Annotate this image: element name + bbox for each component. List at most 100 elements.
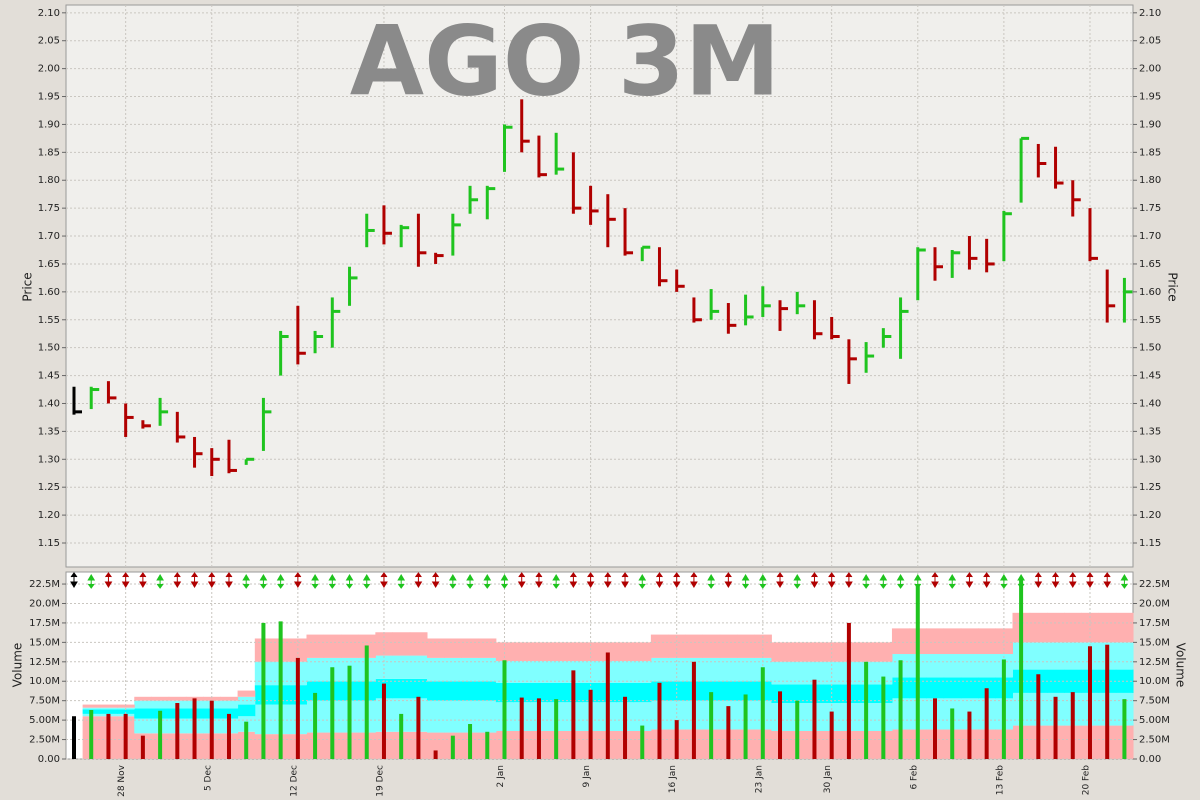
volume-band — [633, 702, 652, 732]
volume-bar — [502, 660, 507, 759]
volume-band — [220, 708, 239, 719]
y-axis-label: Price — [21, 272, 35, 301]
y-tick-label: 1.40 — [38, 398, 60, 409]
volume-bar — [846, 622, 851, 759]
volume-bar — [72, 716, 76, 759]
signal-arrow — [242, 574, 251, 589]
volume-band — [978, 677, 996, 699]
volume-band — [444, 681, 462, 701]
signal-arrow — [173, 572, 182, 588]
y-tick-label: 1.50 — [1139, 343, 1161, 354]
volume-band — [237, 704, 256, 717]
x-tick-label: 19 Dec — [375, 765, 385, 797]
y-axis-label: Volume — [11, 643, 25, 688]
signal-arrow — [70, 572, 78, 588]
volume-band — [1064, 669, 1082, 693]
y-tick-label: 7.50M — [1139, 696, 1170, 707]
signal-arrow — [621, 572, 629, 588]
volume-bar — [881, 676, 886, 759]
volume-bar — [89, 710, 94, 759]
volume-band — [943, 677, 962, 699]
y-tick-label: 1.15 — [38, 538, 60, 549]
volume-band — [151, 696, 170, 701]
volume-band — [960, 677, 979, 699]
volume-band — [1081, 612, 1100, 643]
volume-band — [685, 634, 704, 658]
signal-arrow — [1103, 572, 1112, 588]
volume-bar — [485, 731, 490, 759]
volume-band — [805, 642, 824, 662]
y-tick-label: 1.65 — [1139, 259, 1161, 270]
signal-arrow — [121, 572, 130, 588]
volume-band — [237, 690, 256, 697]
volume-band — [117, 709, 135, 714]
volume-bar — [106, 713, 111, 759]
y-tick-label: 1.45 — [1139, 371, 1161, 382]
volume-band — [478, 657, 497, 682]
y-tick-label: 5.00M — [1139, 715, 1170, 726]
y-tick-label: 2.50M — [29, 735, 60, 746]
volume-bar — [1036, 674, 1041, 759]
signal-arrow — [1086, 572, 1094, 588]
volume-bar — [760, 667, 765, 759]
volume-bar — [691, 661, 696, 759]
signal-arrow — [810, 572, 819, 588]
volume-band — [1029, 642, 1048, 670]
volume-bar — [140, 735, 145, 759]
volume-band — [788, 642, 807, 662]
y-tick-label: 1.60 — [1139, 287, 1161, 298]
volume-band — [444, 700, 462, 733]
signal-arrow — [225, 572, 233, 588]
y-tick-label: 1.80 — [38, 175, 60, 186]
volume-bar — [519, 697, 524, 759]
y-tick-label: 0.00 — [1139, 754, 1161, 765]
volume-bar — [571, 670, 576, 759]
volume-band — [427, 657, 445, 682]
y-tick-label: 1.50 — [38, 343, 60, 354]
volume-band — [530, 661, 549, 683]
volume-band — [495, 642, 514, 662]
volume-bar — [812, 679, 817, 759]
y-axis-label: Price — [1166, 272, 1180, 301]
signal-arrow — [448, 574, 457, 589]
y-tick-label: 2.00 — [1139, 64, 1161, 75]
volume-band — [461, 657, 480, 682]
y-axis-label: Volume — [1174, 643, 1188, 688]
y-tick-label: 2.50M — [1139, 735, 1170, 746]
volume-band — [857, 642, 876, 662]
y-tick-label: 1.25 — [1139, 482, 1161, 493]
volume-bar — [381, 683, 386, 759]
volume-bar — [778, 691, 783, 759]
y-tick-label: 1.20 — [1139, 510, 1161, 521]
y-tick-label: 1.45 — [38, 371, 60, 382]
volume-bar — [657, 682, 662, 759]
volume-band — [427, 681, 445, 701]
volume-band — [926, 677, 945, 699]
y-tick-label: 1.80 — [1139, 175, 1161, 186]
x-tick-label: 23 Jan — [754, 765, 764, 793]
volume-bar — [313, 692, 318, 759]
signal-arrow — [1120, 574, 1129, 589]
y-tick-label: 1.30 — [1139, 454, 1161, 465]
volume-band — [306, 634, 325, 658]
y-tick-label: 1.90 — [38, 119, 60, 130]
volume-bar — [829, 711, 834, 759]
volume-bar — [364, 645, 369, 759]
volume-band — [736, 681, 755, 701]
volume-band — [409, 632, 428, 656]
volume-band — [530, 682, 549, 703]
volume-band — [478, 638, 497, 658]
volume-band — [978, 654, 996, 678]
x-tick-label: 5 Dec — [203, 765, 213, 791]
volume-bar — [967, 711, 972, 759]
volume-bar — [623, 696, 628, 759]
x-tick-label: 20 Feb — [1081, 765, 1091, 796]
volume-band — [375, 655, 394, 679]
signal-arrow — [948, 574, 957, 589]
volume-bar — [158, 710, 163, 759]
signal-arrow — [931, 572, 939, 588]
y-tick-label: 0.00 — [38, 754, 60, 765]
volume-band — [943, 654, 962, 678]
x-tick-label: 6 Feb — [909, 765, 919, 790]
